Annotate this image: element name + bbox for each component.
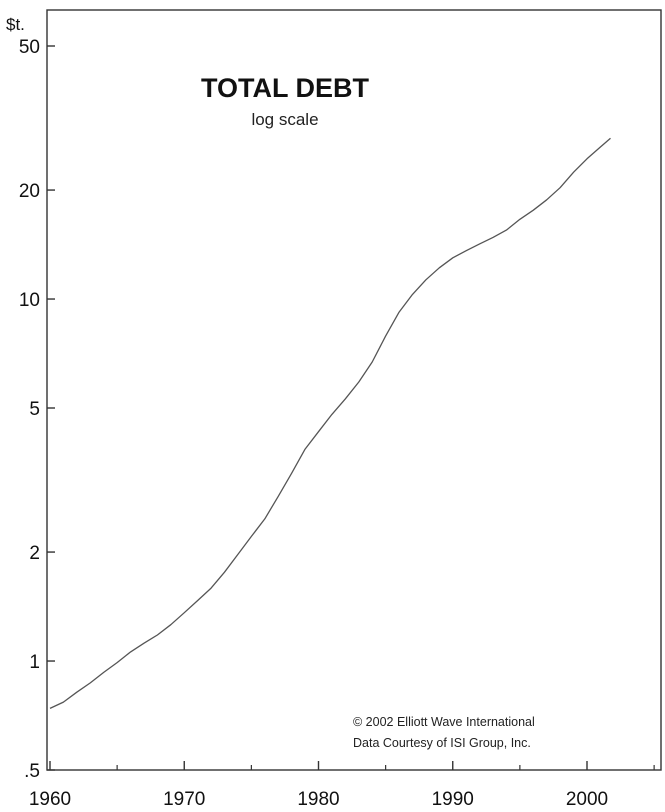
y-tick-label: 10 bbox=[19, 290, 40, 311]
y-tick-label: 2 bbox=[29, 543, 40, 564]
chart-title: TOTAL DEBT bbox=[201, 73, 370, 103]
x-axis: 1960 1970 1980 1990 2000 bbox=[29, 761, 655, 810]
y-axis: 50 20 10 5 2 1 .5 bbox=[19, 37, 55, 782]
total-debt-line bbox=[49, 137, 611, 709]
y-tick-label: 5 bbox=[29, 399, 40, 420]
plot-frame bbox=[46, 9, 662, 771]
series-layer bbox=[49, 137, 611, 709]
x-tick-label: 1970 bbox=[163, 789, 205, 810]
chart-subtitle: log scale bbox=[251, 110, 318, 129]
copyright-note: © 2002 Elliott Wave International bbox=[353, 715, 535, 729]
y-tick-label: 50 bbox=[19, 37, 40, 58]
x-tick-label: 1980 bbox=[297, 789, 339, 810]
x-tick-label: 1990 bbox=[432, 789, 474, 810]
y-tick-label: .5 bbox=[24, 761, 40, 782]
y-tick-label: 20 bbox=[19, 181, 40, 202]
x-tick-label: 2000 bbox=[566, 789, 608, 810]
x-tick-label: 1960 bbox=[29, 789, 71, 810]
y-tick-label: 1 bbox=[29, 652, 40, 673]
data-source-note: Data Courtesy of ISI Group, Inc. bbox=[353, 736, 531, 750]
y-axis-unit-label: $t. bbox=[6, 15, 25, 34]
